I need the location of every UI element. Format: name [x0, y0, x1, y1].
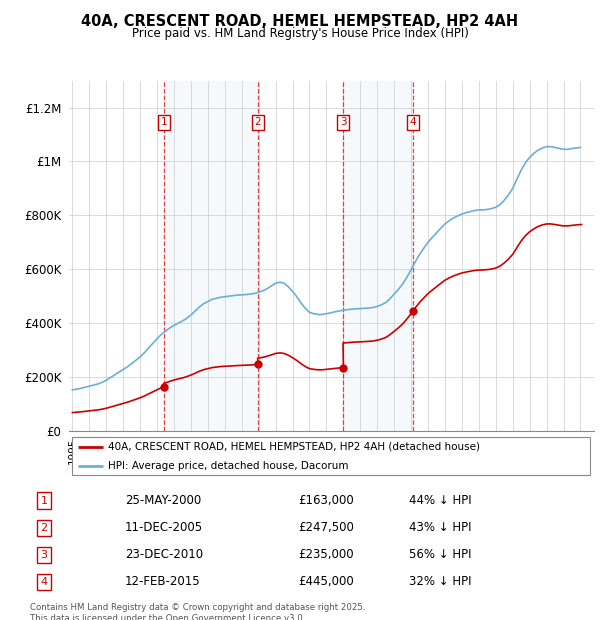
Text: 43% ↓ HPI: 43% ↓ HPI	[409, 521, 472, 534]
Text: 3: 3	[340, 117, 346, 127]
FancyBboxPatch shape	[71, 437, 590, 476]
Text: 40A, CRESCENT ROAD, HEMEL HEMPSTEAD, HP2 4AH (detached house): 40A, CRESCENT ROAD, HEMEL HEMPSTEAD, HP2…	[109, 441, 481, 451]
Text: 23-DEC-2010: 23-DEC-2010	[125, 548, 203, 561]
Text: 4: 4	[40, 577, 47, 587]
Text: 1: 1	[160, 117, 167, 127]
Bar	[343, 81, 413, 431]
Text: £247,500: £247,500	[298, 521, 354, 534]
Text: 32% ↓ HPI: 32% ↓ HPI	[409, 575, 472, 588]
Text: 56% ↓ HPI: 56% ↓ HPI	[409, 548, 472, 561]
Text: 40A, CRESCENT ROAD, HEMEL HEMPSTEAD, HP2 4AH: 40A, CRESCENT ROAD, HEMEL HEMPSTEAD, HP2…	[82, 14, 518, 29]
Text: £235,000: £235,000	[298, 548, 353, 561]
Text: Contains HM Land Registry data © Crown copyright and database right 2025.
This d: Contains HM Land Registry data © Crown c…	[30, 603, 365, 620]
Text: 3: 3	[40, 550, 47, 560]
Text: HPI: Average price, detached house, Dacorum: HPI: Average price, detached house, Daco…	[109, 461, 349, 471]
Text: 25-MAY-2000: 25-MAY-2000	[125, 494, 201, 507]
Text: 11-DEC-2005: 11-DEC-2005	[125, 521, 203, 534]
Text: 1: 1	[40, 495, 47, 505]
Text: 2: 2	[40, 523, 47, 533]
Bar	[164, 81, 257, 431]
Text: 2: 2	[254, 117, 261, 127]
Text: £163,000: £163,000	[298, 494, 353, 507]
Text: 4: 4	[410, 117, 416, 127]
Text: Price paid vs. HM Land Registry's House Price Index (HPI): Price paid vs. HM Land Registry's House …	[131, 27, 469, 40]
Text: 12-FEB-2015: 12-FEB-2015	[125, 575, 200, 588]
Text: £445,000: £445,000	[298, 575, 353, 588]
Text: 44% ↓ HPI: 44% ↓ HPI	[409, 494, 472, 507]
